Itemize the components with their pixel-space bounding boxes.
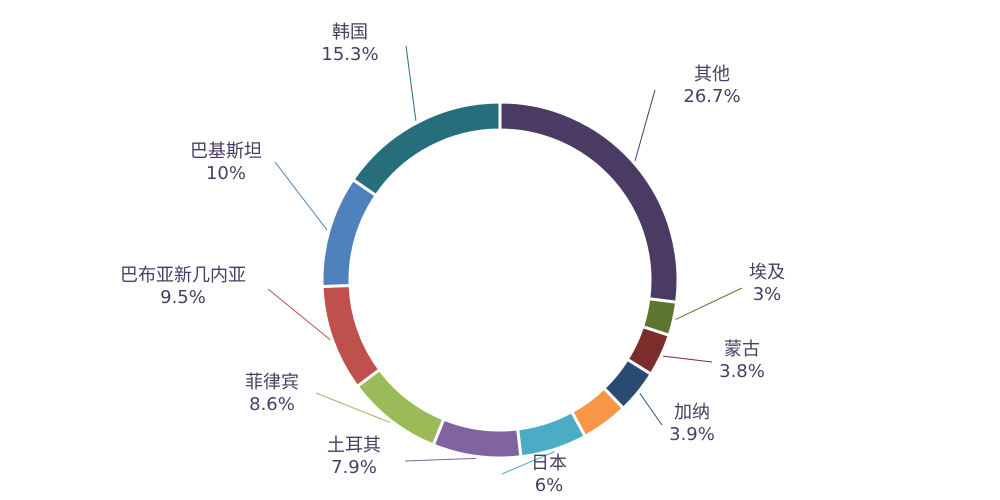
- slice-label-9: 巴基斯坦: [190, 141, 262, 162]
- slice-value-2: 3.8%: [719, 361, 765, 382]
- leader-line-6: [404, 457, 477, 462]
- slice-8: [320, 283, 382, 389]
- slice-label-1: 埃及: [749, 262, 785, 283]
- slice-value-5: 6%: [535, 475, 564, 496]
- slice-0: [498, 100, 680, 304]
- slice-7: [355, 367, 446, 447]
- leader-line-1: [675, 287, 743, 320]
- slice-label-3: 加纳: [674, 402, 710, 423]
- slice-label-10: 韩国: [332, 22, 368, 43]
- slice-label-5: 日本: [531, 453, 567, 474]
- slice-value-0: 26.7%: [683, 86, 740, 107]
- leader-line-3: [639, 393, 663, 426]
- slice-label-6: 土耳其: [327, 435, 381, 456]
- slice-value-1: 3%: [753, 284, 782, 305]
- leader-line-10: [405, 45, 417, 121]
- slice-value-9: 10%: [206, 163, 246, 184]
- slice-5: [515, 409, 588, 459]
- slice-6: [431, 417, 523, 460]
- slice-value-3: 3.9%: [669, 424, 715, 445]
- leader-line-9: [274, 161, 328, 231]
- slices-group: [320, 100, 680, 460]
- slice-value-8: 9.5%: [160, 287, 206, 308]
- slice-label-8: 巴布亚新几内亚: [120, 265, 246, 286]
- leader-line-7: [315, 392, 391, 423]
- leader-line-2: [663, 355, 713, 363]
- slice-value-6: 7.9%: [331, 457, 377, 478]
- slice-label-2: 蒙古: [724, 339, 760, 360]
- leader-line-8: [267, 288, 331, 341]
- slice-label-7: 菲律宾: [245, 372, 299, 393]
- leader-line-0: [634, 89, 656, 162]
- slice-9: [320, 177, 379, 289]
- leader-lines-group: [267, 45, 743, 475]
- slice-label-0: 其他: [694, 64, 730, 85]
- slice-value-10: 15.3%: [321, 44, 378, 65]
- slice-value-7: 8.6%: [249, 394, 295, 415]
- leader-line-5: [501, 451, 555, 475]
- slice-10: [350, 100, 502, 198]
